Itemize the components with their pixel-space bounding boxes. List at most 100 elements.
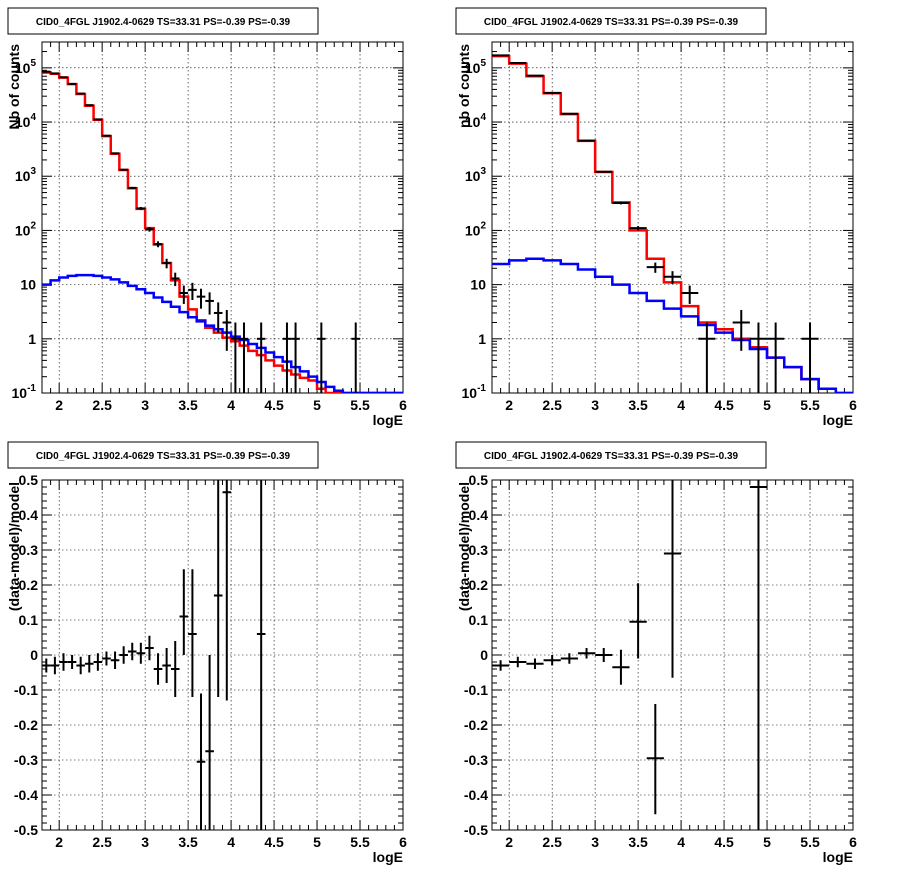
tick-base: 10 xyxy=(465,168,481,184)
y-tick-label: -0.5 xyxy=(464,822,488,838)
tick-base: 10 xyxy=(15,60,31,76)
y-tick-label: 10-1 xyxy=(12,383,37,401)
grid-lines xyxy=(42,42,403,393)
grid-lines xyxy=(42,480,403,830)
y-tick-label: 1 xyxy=(28,331,36,347)
y-tick-label: 0.3 xyxy=(469,542,489,558)
y-tick-label: 1 xyxy=(478,331,486,347)
data-point xyxy=(646,704,664,815)
x-axis-label: logE xyxy=(823,412,853,428)
data-point xyxy=(282,322,292,393)
data-point xyxy=(256,322,266,393)
x-tick-label: 2 xyxy=(55,397,63,413)
y-tick-label: -0.1 xyxy=(464,682,488,698)
x-tick-label: 2.5 xyxy=(92,834,112,850)
data-point xyxy=(179,285,189,304)
data-point xyxy=(767,322,785,393)
x-tick-label: 2.5 xyxy=(92,397,112,413)
data-point xyxy=(153,653,163,685)
chart-panel-4: CID0_4FGL J1902.4-0629 TS=33.31 PS=-0.39… xyxy=(455,441,857,865)
data-point xyxy=(595,648,613,662)
x-tick-label: 4.5 xyxy=(264,397,284,413)
x-tick-label: 4 xyxy=(677,397,685,413)
x-tick-label: 5 xyxy=(313,834,321,850)
y-tick-label: 105 xyxy=(465,58,487,76)
y-axis-label: Nb of counts xyxy=(6,44,22,130)
y-tick-label: 0 xyxy=(30,647,38,663)
y-tick-label: 10-1 xyxy=(462,383,487,401)
data-point xyxy=(256,480,266,830)
chart-title: CID0_4FGL J1902.4-0629 TS=33.31 PS=-0.39… xyxy=(36,451,291,462)
y-tick-label: 0.1 xyxy=(469,612,489,628)
y-tick-label: -0.2 xyxy=(14,717,38,733)
y-tick-label: 0 xyxy=(480,647,488,663)
y-tick-label: 0.2 xyxy=(469,577,489,593)
y-tick-label: 0.2 xyxy=(19,577,39,593)
data-point xyxy=(646,262,664,273)
tick-base: 10 xyxy=(12,385,28,401)
x-tick-label: 4 xyxy=(227,834,235,850)
data-point xyxy=(663,480,682,678)
data-point xyxy=(162,258,171,269)
title-box xyxy=(7,441,319,469)
data-point xyxy=(59,653,68,671)
tick-base: 10 xyxy=(15,114,31,130)
chart-title: CID0_4FGL J1902.4-0629 TS=33.31 PS=-0.39… xyxy=(36,17,291,28)
data-point xyxy=(102,134,111,137)
data-point xyxy=(196,693,206,830)
data-point xyxy=(317,322,326,393)
title-box xyxy=(455,7,767,35)
x-tick-label: 4 xyxy=(227,397,235,413)
x-tick-label: 2.5 xyxy=(542,834,562,850)
x-tick-label: 3.5 xyxy=(628,834,648,850)
x-tick-label: 5.5 xyxy=(800,397,820,413)
y-tick-label: 0.3 xyxy=(19,542,39,558)
data-point xyxy=(136,642,146,664)
y-tick-label: -0.3 xyxy=(14,752,38,768)
y-axis: -0.5 -0.4 -0.3 -0.2 -0.1 0 0.1 0.2 0.3 0.4 0.5(dat… xyxy=(6,472,403,838)
data-point xyxy=(577,648,596,659)
chart-title: CID0_4FGL J1902.4-0629 TS=33.31 PS=-0.39… xyxy=(484,451,739,462)
data-point xyxy=(119,168,128,171)
tick-base: 10 xyxy=(465,222,481,238)
data-point xyxy=(213,480,223,697)
tick-base: 10 xyxy=(462,385,478,401)
plot-area xyxy=(492,54,853,393)
x-axis-label: logE xyxy=(373,849,403,865)
data-point xyxy=(162,648,171,683)
data-point xyxy=(42,658,51,673)
data-point xyxy=(231,322,240,393)
tick-base: 10 xyxy=(15,222,31,238)
data-point xyxy=(145,227,154,232)
y-tick-label: 10 xyxy=(470,277,486,293)
tick-exponent: -1 xyxy=(477,383,486,394)
x-tick-label: 6 xyxy=(399,834,407,850)
x-tick-label: 5.5 xyxy=(350,397,370,413)
tick-exponent: 3 xyxy=(480,166,486,177)
plot-frame xyxy=(41,41,404,394)
data-point xyxy=(136,206,146,210)
data-point xyxy=(749,480,768,830)
x-tick-label: 2 xyxy=(505,834,513,850)
x-tick-label: 4.5 xyxy=(714,834,734,850)
x-tick-label: 3 xyxy=(591,397,599,413)
x-tick-label: 3 xyxy=(141,834,149,850)
tick-exponent: 4 xyxy=(480,112,486,123)
tick-exponent: 2 xyxy=(480,220,486,231)
plot-area xyxy=(42,70,403,393)
y-tick-label: 0.4 xyxy=(19,507,39,523)
y-tick-label: 10 xyxy=(20,277,36,293)
tick-exponent: 3 xyxy=(30,166,36,177)
data-point xyxy=(749,322,768,393)
y-tick-label: -0.3 xyxy=(464,752,488,768)
data-point xyxy=(612,649,630,685)
data-point xyxy=(102,651,111,666)
x-tick-label: 3.5 xyxy=(628,397,648,413)
chart-panel-2: CID0_4FGL J1902.4-0629 TS=33.31 PS=-0.39… xyxy=(455,7,857,428)
data-point xyxy=(526,658,544,669)
data-point xyxy=(110,651,120,669)
data-point xyxy=(595,170,613,173)
